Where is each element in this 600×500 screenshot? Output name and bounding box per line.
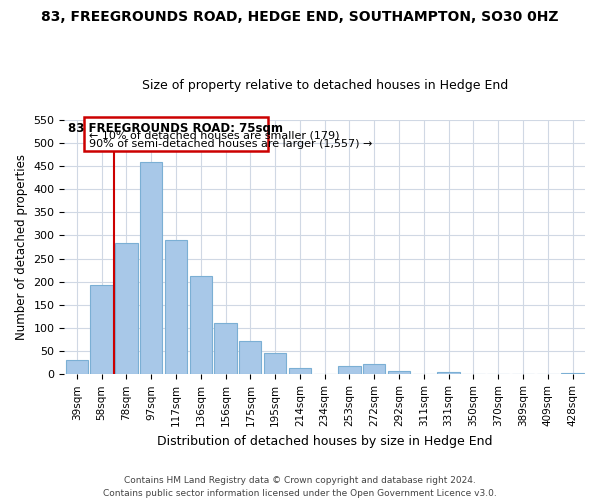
Bar bbox=[239, 340, 262, 374]
Bar bbox=[363, 364, 385, 374]
Bar bbox=[190, 276, 212, 374]
Bar bbox=[115, 243, 137, 374]
Bar bbox=[91, 286, 113, 374]
Text: ← 10% of detached houses are smaller (179): ← 10% of detached houses are smaller (17… bbox=[89, 130, 340, 140]
Bar bbox=[214, 324, 236, 374]
Bar bbox=[437, 372, 460, 374]
Bar bbox=[562, 373, 584, 374]
Bar bbox=[165, 240, 187, 374]
Bar bbox=[264, 353, 286, 374]
X-axis label: Distribution of detached houses by size in Hedge End: Distribution of detached houses by size … bbox=[157, 434, 493, 448]
Text: 90% of semi-detached houses are larger (1,557) →: 90% of semi-detached houses are larger (… bbox=[89, 138, 373, 148]
FancyBboxPatch shape bbox=[84, 117, 268, 150]
Bar bbox=[388, 371, 410, 374]
Text: 83 FREEGROUNDS ROAD: 75sqm: 83 FREEGROUNDS ROAD: 75sqm bbox=[68, 122, 283, 135]
Bar bbox=[140, 162, 163, 374]
Text: 83, FREEGROUNDS ROAD, HEDGE END, SOUTHAMPTON, SO30 0HZ: 83, FREEGROUNDS ROAD, HEDGE END, SOUTHAM… bbox=[41, 10, 559, 24]
Bar bbox=[65, 360, 88, 374]
Bar bbox=[338, 366, 361, 374]
Y-axis label: Number of detached properties: Number of detached properties bbox=[15, 154, 28, 340]
Bar bbox=[289, 368, 311, 374]
Text: Contains HM Land Registry data © Crown copyright and database right 2024.
Contai: Contains HM Land Registry data © Crown c… bbox=[103, 476, 497, 498]
Title: Size of property relative to detached houses in Hedge End: Size of property relative to detached ho… bbox=[142, 79, 508, 92]
